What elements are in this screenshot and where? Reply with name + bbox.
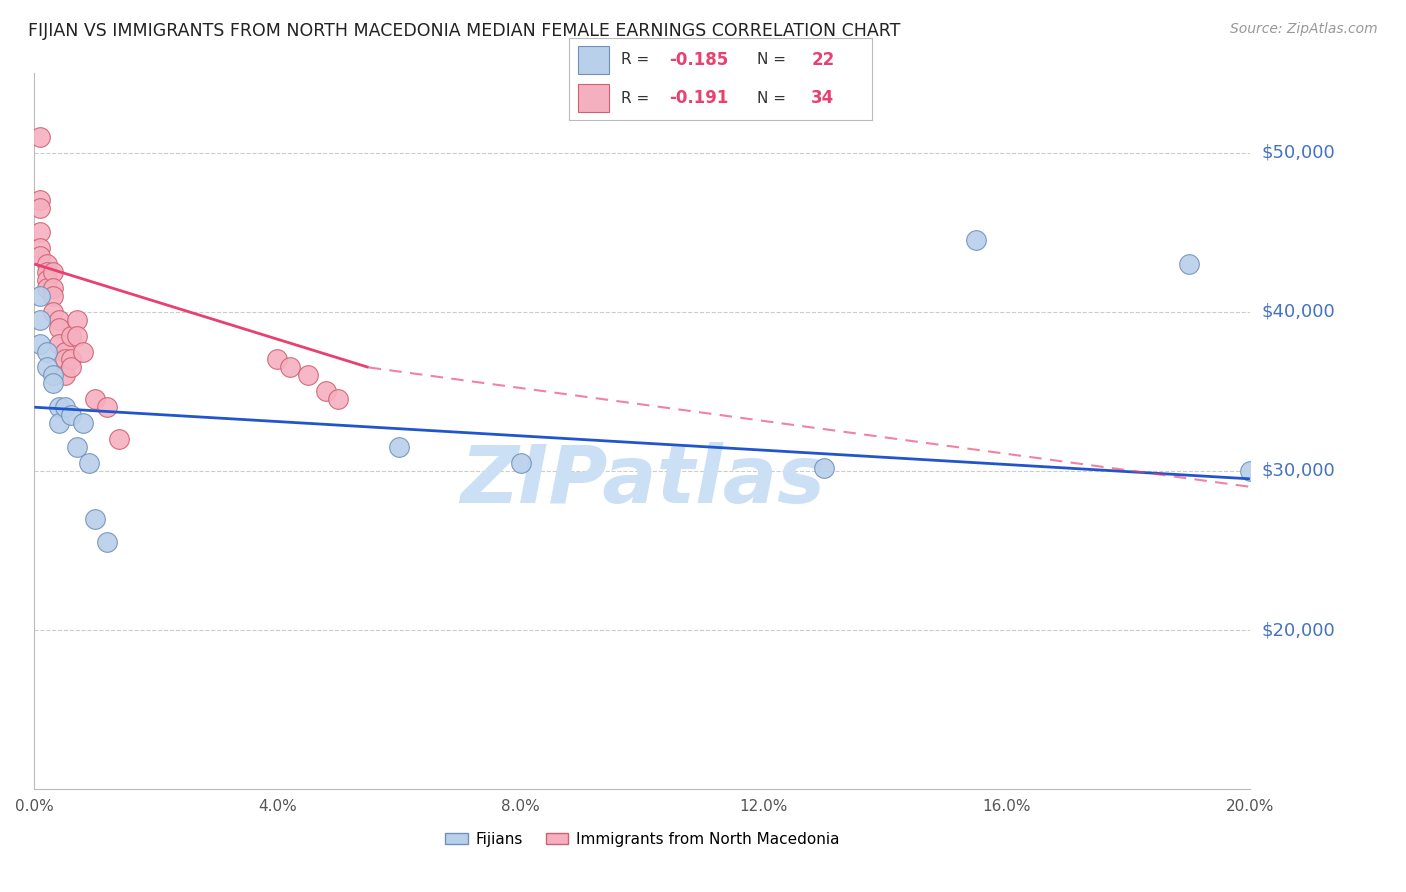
Point (30, 336, 52, 351)
Point (96, 401, 118, 415)
Point (813, 460, 835, 475)
Point (388, 440, 411, 454)
Point (84, 511, 107, 525)
Point (35, 273, 58, 287)
Bar (578, 45, 609, 74)
Text: $40,000: $40,000 (1261, 302, 1334, 321)
Point (30, 201, 52, 215)
Text: -0.185: -0.185 (669, 51, 728, 69)
Point (53, 368, 76, 383)
Point (30, 241, 52, 255)
Point (84, 392, 107, 407)
Text: FIJIAN VS IMMIGRANTS FROM NORTH MACEDONIA MEDIAN FEMALE EARNINGS CORRELATION CHA: FIJIAN VS IMMIGRANTS FROM NORTH MACEDONI… (28, 22, 900, 40)
Point (96, 535, 118, 549)
Point (509, 456, 531, 470)
Point (59, 328, 82, 343)
Point (41, 281, 63, 295)
Point (66, 440, 89, 454)
Point (48, 312, 70, 326)
Point (35, 265, 58, 279)
Text: N =: N = (756, 91, 790, 106)
Point (41, 289, 63, 303)
Point (35, 281, 58, 295)
Point (30, 312, 52, 326)
Point (1239, 464, 1261, 478)
Point (41, 376, 63, 391)
Point (41, 265, 63, 279)
Text: $30,000: $30,000 (1261, 462, 1334, 480)
Point (53, 344, 76, 359)
Point (965, 233, 987, 247)
Text: R =: R = (621, 53, 654, 67)
Text: -0.191: -0.191 (669, 89, 728, 107)
Text: ZIPatlas: ZIPatlas (460, 442, 825, 520)
Point (41, 304, 63, 318)
Point (48, 401, 70, 415)
Point (66, 328, 89, 343)
Point (35, 360, 58, 375)
Point (1178, 257, 1201, 271)
Point (48, 416, 70, 430)
Point (278, 360, 301, 375)
Text: N =: N = (756, 53, 790, 67)
Point (328, 392, 350, 407)
Text: $50,000: $50,000 (1261, 144, 1334, 161)
Point (30, 289, 52, 303)
Text: Source: ZipAtlas.com: Source: ZipAtlas.com (1230, 22, 1378, 37)
Point (53, 401, 76, 415)
Text: $20,000: $20,000 (1261, 621, 1334, 639)
Point (35, 257, 58, 271)
Point (266, 352, 288, 367)
Text: 22: 22 (811, 51, 835, 69)
Point (35, 344, 58, 359)
Point (59, 408, 82, 422)
Bar (578, 85, 609, 112)
Point (41, 368, 63, 383)
Point (30, 249, 52, 263)
Point (48, 320, 70, 334)
Point (72, 344, 94, 359)
Point (297, 368, 319, 383)
Legend: Fijians, Immigrants from North Macedonia: Fijians, Immigrants from North Macedonia (439, 826, 845, 853)
Point (48, 336, 70, 351)
Point (66, 312, 89, 326)
Text: R =: R = (621, 91, 654, 106)
Point (53, 352, 76, 367)
Point (30, 225, 52, 239)
Point (77, 456, 100, 470)
Point (30, 129, 52, 144)
Point (315, 384, 337, 399)
Point (59, 360, 82, 375)
Point (72, 416, 94, 430)
Text: 34: 34 (811, 89, 835, 107)
Point (59, 352, 82, 367)
Point (108, 432, 131, 446)
Point (30, 194, 52, 208)
